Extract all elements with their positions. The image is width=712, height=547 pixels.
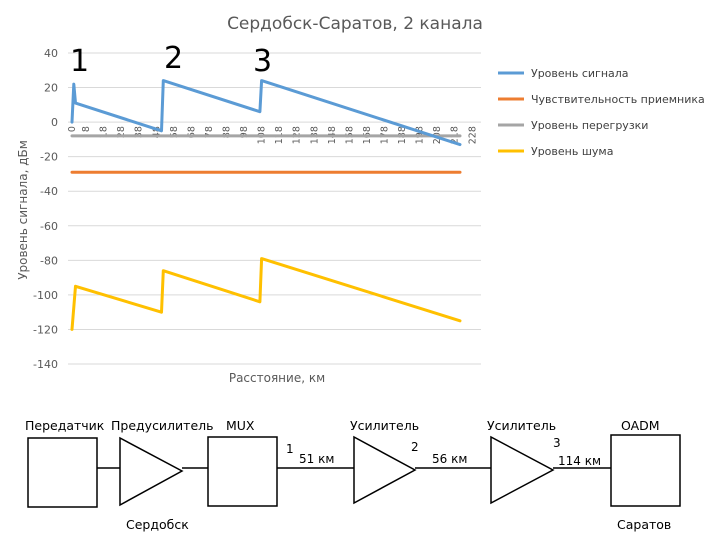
amplifier-1-label: Усилитель <box>350 418 419 433</box>
y-tick-label: -20 <box>40 151 58 164</box>
point-3-label: 3 <box>553 436 561 450</box>
x-tick-label: 228 <box>467 126 478 144</box>
distance-3-label: 114 км <box>558 454 601 468</box>
marker-2: 2 <box>164 41 183 76</box>
oadm-box <box>610 434 681 507</box>
amplifier-1-triangle <box>353 435 417 505</box>
city-end-label: Саратов <box>617 517 671 532</box>
oadm-label: OADM <box>621 418 660 433</box>
point-2-label: 2 <box>411 440 419 454</box>
block-diagram: Передатчик Предусилитель MUX Усилитель У… <box>25 418 681 532</box>
series-line-0 <box>70 79 462 147</box>
marker-3: 3 <box>253 44 272 79</box>
transmitter-box <box>27 437 98 508</box>
y-tick-label: -40 <box>40 185 58 198</box>
legend-label-sensitivity: Чувствительность приемника <box>531 93 705 106</box>
x-tick-label: 8 <box>81 126 92 132</box>
x-tick-label: 38 <box>134 126 145 138</box>
legend: Уровень сигнала Чувствительность приемни… <box>498 67 705 158</box>
chart-title: Сердобск-Саратов, 2 канала <box>227 14 483 34</box>
y-tick-label: -80 <box>40 254 58 267</box>
x-tick-label: 98 <box>239 126 250 138</box>
y-axis-ticks: 40 20 0 -20 -40 -60 -80 -100 -120 -140 <box>33 47 58 371</box>
distance-2-label: 56 км <box>432 452 467 466</box>
series-line-3 <box>70 257 462 331</box>
y-tick-label: -140 <box>33 358 58 371</box>
x-axis-title: Расстояние, км <box>229 371 325 385</box>
y-tick-label: -100 <box>33 289 58 302</box>
x-tick-label: 58 <box>169 126 180 138</box>
y-axis-title: Уровень сигнала, дБм <box>16 140 30 280</box>
x-tick-label: 68 <box>186 126 197 138</box>
mux-box <box>207 436 278 507</box>
preamp-triangle <box>119 436 184 507</box>
y-tick-label: 20 <box>44 82 58 95</box>
amplifier-2-label: Усилитель <box>487 418 556 433</box>
preamp-label: Предусилитель <box>111 418 214 433</box>
y-tick-label: 40 <box>44 47 58 60</box>
city-start-label: Сердобск <box>126 517 189 532</box>
grid <box>68 52 481 365</box>
point-1-label: 1 <box>286 442 294 456</box>
series-lines <box>70 79 462 331</box>
transmitter-label: Передатчик <box>25 418 105 433</box>
y-tick-label: -60 <box>40 220 58 233</box>
y-tick-label: -120 <box>33 323 58 336</box>
marker-1: 1 <box>70 44 89 79</box>
distance-1-label: 51 км <box>299 452 334 466</box>
x-tick-label: 88 <box>221 126 232 138</box>
y-tick-label: 0 <box>51 116 58 129</box>
mux-label: MUX <box>226 418 255 433</box>
x-tick-label: 0 <box>67 126 78 132</box>
legend-label-noise: Уровень шума <box>531 145 613 158</box>
x-tick-label: 78 <box>204 126 215 138</box>
x-tick-label: 48 <box>151 126 162 138</box>
legend-label-signal: Уровень сигнала <box>531 67 629 80</box>
x-tick-label: 18 <box>99 126 110 138</box>
x-tick-label: 28 <box>116 126 127 138</box>
amplifier-2-triangle <box>490 435 555 505</box>
legend-label-overload: Уровень перегрузки <box>531 119 648 132</box>
